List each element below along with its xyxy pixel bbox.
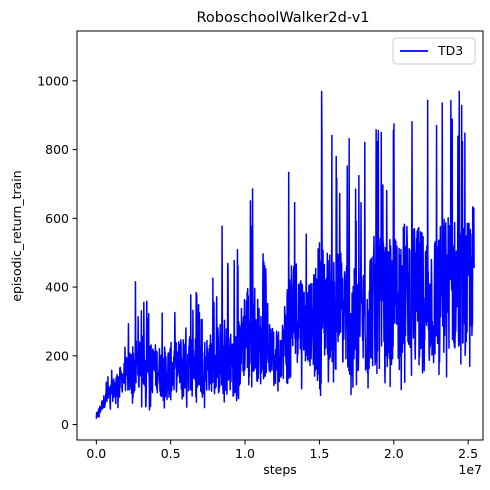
y-tick-label: 1000	[37, 73, 69, 88]
y-axis-label: episodic_return_train	[9, 170, 24, 301]
x-tick-label: 1.0	[235, 446, 255, 461]
y-tick-label: 600	[45, 211, 69, 226]
legend: TD3	[392, 37, 476, 65]
chart-title: RoboschoolWalker2d-v1	[196, 10, 369, 26]
y-tick-label: 400	[45, 280, 69, 295]
x-axis-offset-label: 1e7	[458, 462, 482, 477]
x-tick-label: 0.5	[161, 446, 181, 461]
x-tick-label: 1.5	[309, 446, 329, 461]
x-tick-label: 0.0	[86, 446, 106, 461]
axes-frame	[76, 30, 484, 441]
legend-label-td3: TD3	[437, 43, 463, 58]
y-tick-label: 200	[45, 348, 69, 363]
series-group	[95, 90, 475, 419]
y-tick-label: 800	[45, 142, 69, 157]
series-line-td3	[95, 90, 475, 419]
legend-box	[392, 37, 476, 65]
y-axis: 0 200 400 600 800 1000	[37, 73, 77, 432]
x-axis-label: steps	[263, 462, 297, 477]
plot-area	[76, 30, 484, 441]
x-tick-label: 2.0	[384, 446, 404, 461]
y-tick-label: 0	[61, 417, 69, 432]
x-tick-label: 2.5	[458, 446, 478, 461]
x-axis: 0.0 0.5 1.0 1.5 2.0 2.5	[86, 440, 478, 461]
